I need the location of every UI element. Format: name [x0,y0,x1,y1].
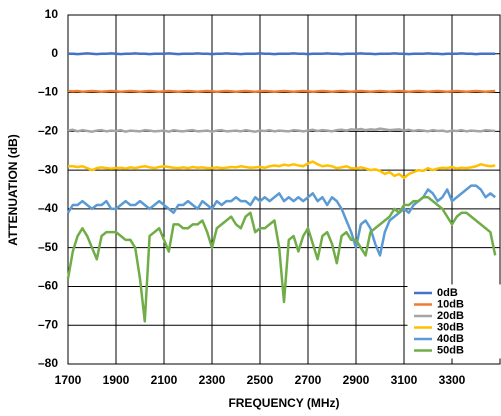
x-tick-label: 1700 [55,373,82,387]
series-line [66,196,497,323]
x-tick-label: 2100 [151,373,178,387]
x-tick-label: 2900 [343,373,370,387]
y-tick-label: –80 [38,356,58,370]
y-tick-label: 0 [51,46,58,60]
series-line [68,160,496,180]
y-tick-label: 10 [45,7,59,21]
x-tick-label: 2300 [199,373,226,387]
y-tick-label: –50 [38,240,58,254]
y-tick-label: –70 [38,317,58,331]
x-axis-title: FREQUENCY (MHz) [228,396,339,410]
legend-label: 30dB [437,321,464,333]
x-tick-label: 2500 [247,373,274,387]
legend-label: 10dB [437,298,464,310]
legend-label: 0dB [437,287,458,299]
y-tick-label: –40 [38,201,58,215]
series-line [67,89,496,94]
series-line [68,52,496,56]
y-tick-label: –30 [38,162,58,176]
y-axis-title: ATTENUATION (dB) [6,134,20,246]
legend-label: 40dB [437,333,464,345]
x-tick-label: 3300 [439,373,466,387]
x-tick-label: 1900 [103,373,130,387]
series-line [67,127,496,133]
y-tick-label: –10 [38,85,58,99]
legend-box [407,284,501,359]
y-tick-label: –20 [38,124,58,138]
legend-label: 20dB [437,310,464,322]
x-tick-label: 2700 [295,373,322,387]
legend-label: 50dB [437,344,464,356]
y-tick-label: –60 [38,279,58,293]
x-tick-label: 3100 [391,373,418,387]
series-line [66,184,496,257]
plot-frame [67,14,501,365]
